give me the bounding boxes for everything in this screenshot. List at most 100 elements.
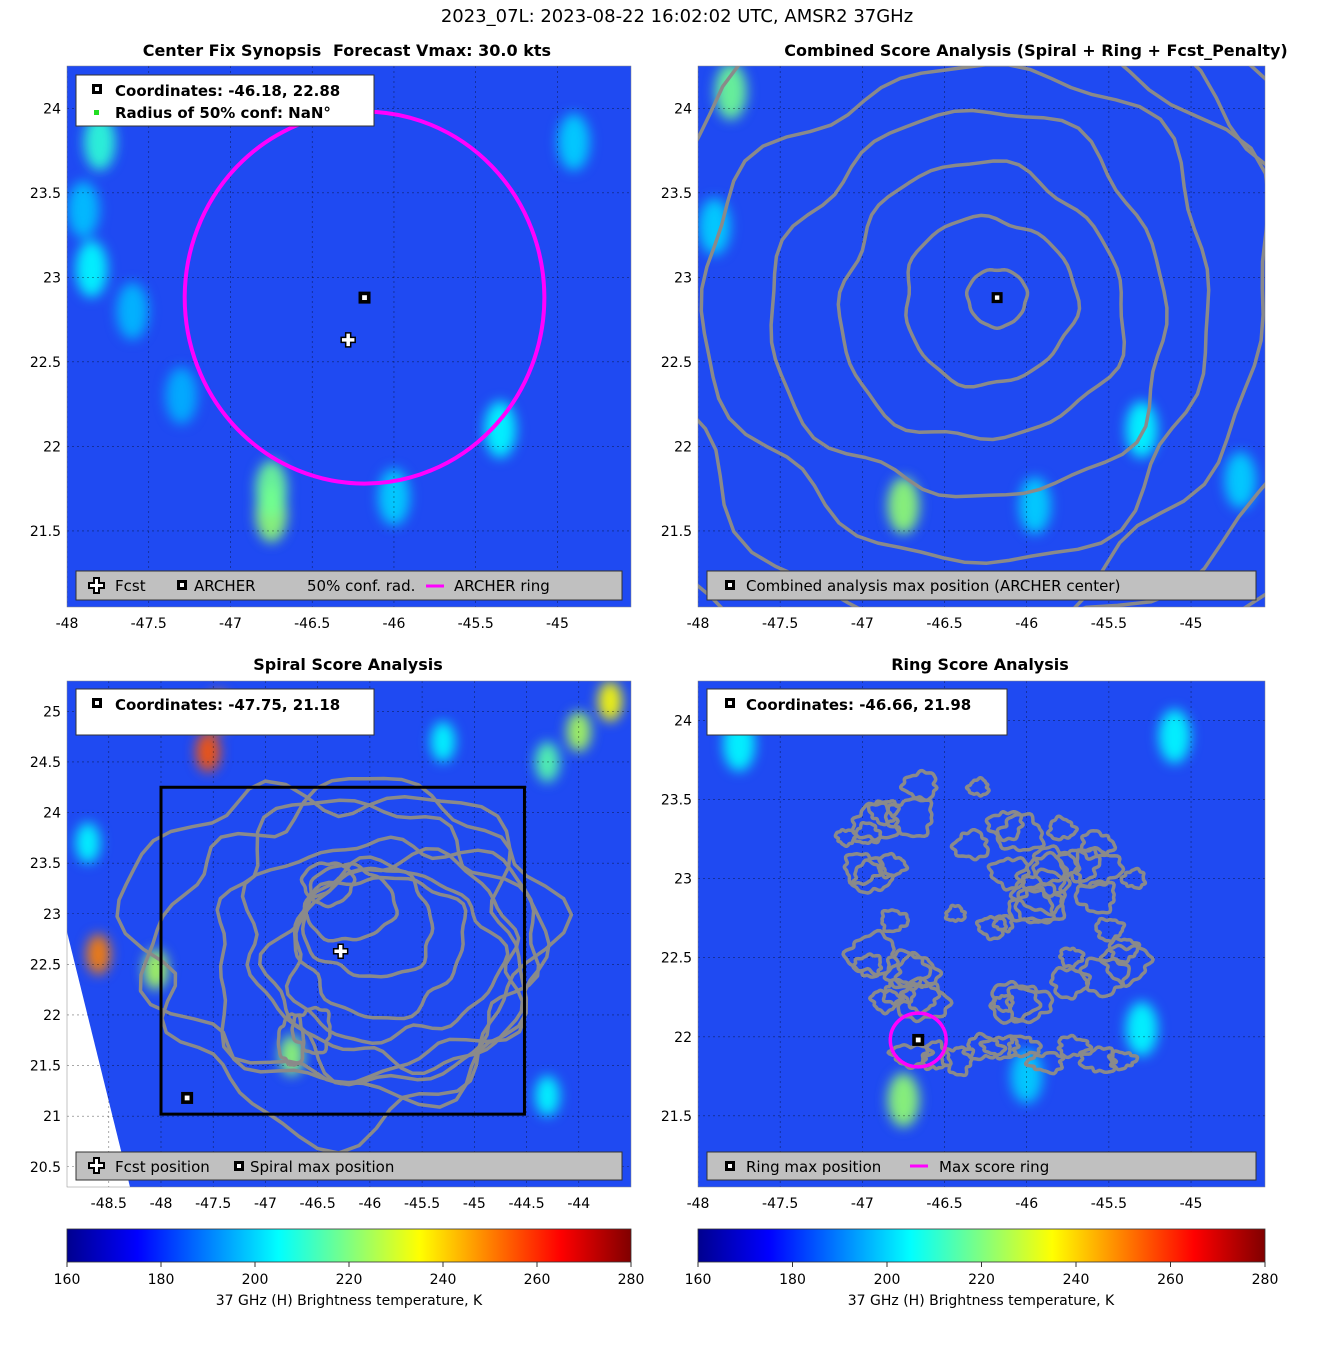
ring-contour xyxy=(1014,850,1072,899)
spiral-max-marker xyxy=(181,1091,194,1104)
colorbar-tick-label: 260 xyxy=(1157,1272,1184,1288)
grid-lines xyxy=(698,66,1265,607)
colorbar-tick-label: 220 xyxy=(968,1272,995,1288)
archer-marker-inner xyxy=(362,295,367,301)
ring-contour xyxy=(1023,1051,1066,1076)
tb-hotspot xyxy=(75,240,108,298)
x-tick-label: -45.5 xyxy=(458,616,494,632)
search-box xyxy=(159,785,526,1116)
legend: Ring max position Max score ring xyxy=(706,1151,1257,1181)
tb-hotspot xyxy=(116,282,149,340)
x-tick-label: -45.5 xyxy=(1091,616,1127,632)
ring-contours xyxy=(833,768,1155,1078)
ring-contour xyxy=(842,852,885,886)
ring-contour xyxy=(1049,966,1092,1001)
ring-contour xyxy=(880,908,911,934)
y-tick-label: 23 xyxy=(674,872,692,888)
colorbar-tick-label: 220 xyxy=(336,1272,363,1288)
legend: Fcst position Spiral max position xyxy=(75,1151,623,1181)
ring-contour xyxy=(881,977,917,1006)
max-score-ring-circle xyxy=(888,1011,948,1069)
x-tick-label: -47 xyxy=(254,1196,277,1212)
colorbar-left: 160 180 200 220 240 260 280 37 GHz (H) Brightn… xyxy=(54,1228,645,1309)
colorbar-tick-label: 200 xyxy=(874,1272,901,1288)
x-tick-label: -46.5 xyxy=(926,1196,962,1212)
colorbar-ticks: 160 180 200 220 240 260 280 xyxy=(54,1262,645,1288)
colorbar-tick-label: 200 xyxy=(242,1272,269,1288)
score-contour xyxy=(836,159,1127,442)
panel-title: Ring Score Analysis xyxy=(891,655,1069,674)
colorbar-tick-label: 280 xyxy=(1252,1272,1279,1288)
ring-contour xyxy=(893,950,944,992)
tb-hotspot xyxy=(887,477,920,534)
combined-max-marker-inner xyxy=(994,295,1000,300)
x-tick-label: -45.5 xyxy=(404,1196,440,1212)
colorbar-right: 160 180 200 220 240 260 280 37 GHz (H) Brightn… xyxy=(685,1228,1279,1309)
ring-contour xyxy=(949,827,990,862)
ring-contour xyxy=(868,988,903,1016)
spiral-max-marker-inner xyxy=(184,1095,190,1101)
y-tick-labels: 21.5 22 22.5 23 23.5 24 xyxy=(661,714,692,1125)
x-tick-label: -45 xyxy=(546,616,569,632)
ring-contour xyxy=(1106,1049,1140,1072)
y-tick-labels: 21.5 22 22.5 23 23.5 24 xyxy=(661,101,692,540)
y-tick-label: 22.5 xyxy=(661,355,692,371)
tb-hotspot xyxy=(715,66,747,120)
ring-contour xyxy=(920,1039,953,1072)
y-tick-label: 21.5 xyxy=(661,1109,692,1125)
colorbar-tick-label: 280 xyxy=(618,1272,645,1288)
info-box: Coordinates: -47.75, 21.18 xyxy=(75,688,375,736)
figure-title: 2023_07L: 2023-08-22 16:02:02 UTC, AMSR2… xyxy=(441,6,913,27)
tb-hotspot xyxy=(1125,1001,1158,1056)
score-contour xyxy=(769,108,1169,499)
y-tick-label: 23 xyxy=(43,270,61,286)
spiral-contour xyxy=(292,875,468,1021)
score-contour xyxy=(698,66,1265,607)
colorbar-tick-label: 180 xyxy=(148,1272,175,1288)
info-coordinates: Coordinates: -46.18, 22.88 xyxy=(115,82,340,100)
confidence-dot-icon xyxy=(94,110,99,115)
tb-hotspot xyxy=(430,721,456,762)
ring-contour xyxy=(1004,984,1055,1025)
legend: Fcst ARCHER 50% conf. rad. ARCHER ring xyxy=(75,570,623,601)
tb-hotspot xyxy=(86,934,111,975)
x-tick-label: -48 xyxy=(150,1196,173,1212)
tb-hotspots xyxy=(67,113,590,543)
y-tick-label: 24 xyxy=(674,101,692,117)
fcst-marker xyxy=(332,943,349,959)
x-tick-label: -44 xyxy=(567,1196,590,1212)
y-tick-label: 22.5 xyxy=(30,355,61,371)
y-tick-label: 20.5 xyxy=(30,1160,61,1176)
x-tick-label: -45 xyxy=(1180,1196,1203,1212)
x-tick-label: -47.5 xyxy=(762,616,798,632)
legend-fcst: Fcst xyxy=(115,577,146,595)
fcst-cross-icon xyxy=(88,1157,105,1174)
spiral-contour xyxy=(115,779,574,1155)
colorbar-gradient xyxy=(66,1228,632,1263)
y-tick-labels: 20.5 21 21.5 22 22.5 23 23.5 24 24.5 25 xyxy=(30,704,61,1175)
markers xyxy=(181,943,349,1104)
ring-contour xyxy=(1077,1045,1119,1075)
max-score-ring xyxy=(888,1011,948,1069)
y-tick-label: 23 xyxy=(674,270,692,286)
legend: Combined analysis max position (ARCHER c… xyxy=(706,570,1257,601)
panel-subtitle: Forecast Vmax: 30.0 kts xyxy=(333,41,551,60)
panel-center-fix-synopsis: Center Fix Synopsis Forecast Vmax: 30.0 … xyxy=(30,41,632,632)
score-contour xyxy=(964,268,1030,331)
y-tick-label: 23.5 xyxy=(30,856,61,872)
x-tick-label: -45.5 xyxy=(1091,1196,1127,1212)
ring-contour xyxy=(943,903,967,923)
spiral-contour xyxy=(290,1005,332,1055)
y-tick-label: 23.5 xyxy=(661,186,692,202)
tb-hotspot xyxy=(484,401,517,458)
tb-field xyxy=(698,66,1265,607)
x-tick-label: -47.5 xyxy=(195,1196,231,1212)
info-coordinates: Coordinates: -46.66, 21.98 xyxy=(746,696,971,714)
grid-lines xyxy=(67,66,631,607)
colorbar-tick-label: 160 xyxy=(685,1272,712,1288)
spiral-contour xyxy=(215,798,551,1086)
ring-contour xyxy=(852,820,883,846)
y-tick-label: 22 xyxy=(43,439,61,455)
score-contour xyxy=(904,213,1082,389)
spiral-contours xyxy=(115,776,574,1155)
